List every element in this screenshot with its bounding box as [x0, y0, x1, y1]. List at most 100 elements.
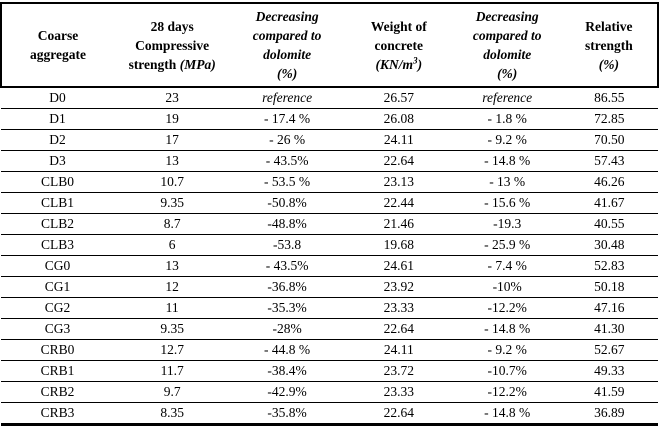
header-line: 28 days: [150, 18, 194, 34]
header-line: Weight of: [370, 18, 427, 34]
header-line: compared to: [472, 28, 542, 43]
header-line: strength: [584, 37, 633, 53]
value-cell: 86.55: [560, 87, 658, 109]
aggregate-label: CG3: [1, 318, 114, 340]
value-cell: 36.89: [594, 405, 625, 420]
value-cell: - 44.8 %: [230, 339, 344, 361]
column-header-compressive-strength: 28 days Compressive strength (MPa): [114, 3, 231, 88]
aggregate-label: CRB0: [1, 339, 114, 361]
header-line: concrete: [374, 37, 424, 53]
value-cell: - 14.8 %: [453, 318, 561, 340]
value-cell: reference: [230, 87, 344, 109]
value-cell: 8.7: [114, 213, 231, 235]
header-line: (%): [497, 66, 518, 81]
value-cell: -19.3: [453, 213, 561, 235]
value-cell: 57.43: [560, 150, 658, 172]
header-line: (%): [598, 56, 619, 72]
value-cell: 41.59: [560, 381, 658, 403]
aggregate-label: CRB3: [40, 405, 75, 420]
header-line: Relative: [585, 18, 633, 34]
value-cell: -48.8%: [230, 213, 344, 235]
table-row: D0 23 reference 26.57 reference 86.55: [1, 87, 658, 109]
value-cell: - 15.6 %: [453, 192, 561, 214]
value-cell: 8.35: [160, 405, 184, 420]
value-cell: - 26 %: [230, 129, 344, 151]
value-cell: 52.67: [560, 339, 658, 361]
header-line: (KN/m3): [375, 55, 423, 72]
table-row: CG0 13- 43.5% 24.61- 7.4 % 52.83: [1, 255, 658, 277]
header-line: Decreasing: [475, 9, 539, 24]
header-line: aggregate: [30, 47, 86, 62]
column-header-decreasing-vs-dolomite-strength: Decreasing compared to dolomite (%): [230, 3, 344, 88]
value-cell: - 14.8 %: [453, 150, 561, 172]
value-cell: 26.57: [343, 87, 454, 109]
value-cell: 22.64: [383, 405, 414, 420]
value-cell: 41.30: [560, 318, 658, 340]
aggregate-label: D3: [1, 150, 114, 172]
value-cell: 19: [114, 108, 231, 130]
aggregate-label: D1: [1, 108, 114, 130]
value-cell: -12.2%: [453, 297, 561, 319]
value-cell: 22.64: [343, 150, 454, 172]
value-cell: - 53.5 %: [230, 171, 344, 193]
table-row: CRB3 8.35 -35.8% 22.64 - 14.8 % 36.89: [1, 403, 658, 425]
header-line: dolomite: [263, 47, 312, 62]
header-line: Decreasing: [255, 9, 319, 24]
value-cell: - 14.8 %: [484, 405, 531, 420]
aggregate-label: CLB3: [1, 234, 114, 256]
aggregate-label: D2: [1, 129, 114, 151]
table-row: D2 17- 26 % 24.11- 9.2 % 70.50: [1, 129, 658, 151]
value-cell: 23: [114, 87, 231, 109]
value-cell: 19.68: [343, 234, 454, 256]
value-cell: 46.26: [560, 171, 658, 193]
table-row: CLB0 10.7- 53.5 % 23.13- 13 % 46.26: [1, 171, 658, 193]
table-row: CRB2 9.7 -42.9% 23.33 -12.2% 41.59: [1, 381, 658, 403]
value-cell: 6: [114, 234, 231, 256]
header-line: dolomite: [483, 47, 532, 62]
value-cell: 23.72: [343, 360, 454, 382]
value-cell: - 17.4 %: [230, 108, 344, 130]
value-cell: 22.64: [343, 318, 454, 340]
value-cell: - 7.4 %: [453, 255, 561, 277]
value-cell: 9.7: [114, 381, 231, 403]
value-cell: -38.4%: [230, 360, 344, 382]
value-cell: - 25.9 %: [453, 234, 561, 256]
value-cell: 41.67: [560, 192, 658, 214]
value-cell: 9.35: [114, 192, 231, 214]
value-cell: 24.11: [343, 129, 454, 151]
value-cell: - 1.8 %: [453, 108, 561, 130]
aggregate-label: CG1: [1, 276, 114, 298]
value-cell: 24.11: [343, 339, 454, 361]
aggregate-label: CG2: [1, 297, 114, 319]
value-cell: -35.3%: [230, 297, 344, 319]
value-cell: 24.61: [343, 255, 454, 277]
value-cell: 40.55: [560, 213, 658, 235]
table-row: CLB1 9.35 -50.8% 22.44- 15.6 % 41.67: [1, 192, 658, 214]
value-cell: 30.48: [560, 234, 658, 256]
table-row: CLB2 8.7 -48.8% 21.46 -19.3 40.55: [1, 213, 658, 235]
table-row: D3 13- 43.5% 22.64- 14.8 % 57.43: [1, 150, 658, 172]
table-row: CG3 9.35 -28% 22.64- 14.8 % 41.30: [1, 318, 658, 340]
value-cell: - 43.5%: [230, 255, 344, 277]
value-cell: 70.50: [560, 129, 658, 151]
value-cell: 13: [114, 150, 231, 172]
table-row: CRB0 12.7- 44.8 % 24.11- 9.2 % 52.67: [1, 339, 658, 361]
value-cell: 23.92: [343, 276, 454, 298]
column-header-relative-strength: Relative strength (%): [560, 3, 659, 88]
aggregate-label: CLB0: [1, 171, 114, 193]
value-cell: 11: [114, 297, 231, 319]
column-header-decreasing-vs-dolomite-weight: Decreasing compared to dolomite (%): [453, 3, 561, 88]
aggregate-label: CRB2: [1, 381, 114, 403]
value-cell: -50.8%: [230, 192, 344, 214]
table-row: CG2 11 -35.3% 23.33 -12.2% 47.16: [1, 297, 658, 319]
value-cell: - 9.2 %: [453, 339, 561, 361]
header-line: strength (MPa): [128, 56, 216, 72]
header-row: Coarse aggregate 28 days Compressive strengt…: [0, 3, 659, 88]
value-cell: 9.35: [114, 318, 231, 340]
aggregate-label: CLB2: [1, 213, 114, 235]
header-line: Coarse: [37, 28, 79, 43]
value-cell: -10.7%: [453, 360, 561, 382]
value-cell: 49.33: [560, 360, 658, 382]
value-cell: 47.16: [560, 297, 658, 319]
